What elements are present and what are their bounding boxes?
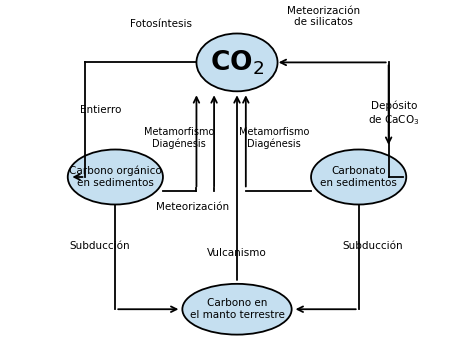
Text: Metamorfismo
Diagénesis: Metamorfismo Diagénesis — [144, 127, 214, 149]
Text: Entierro: Entierro — [80, 105, 121, 115]
Ellipse shape — [196, 34, 278, 91]
Ellipse shape — [182, 284, 292, 335]
Text: Meteorización
de silicatos: Meteorización de silicatos — [287, 6, 360, 27]
Text: Metamorfismo
Diagénesis: Metamorfismo Diagénesis — [239, 127, 309, 149]
Text: Carbono en
el manto terrestre: Carbono en el manto terrestre — [190, 298, 284, 320]
Ellipse shape — [68, 149, 163, 205]
Text: Subducción: Subducción — [342, 241, 403, 251]
Text: Depósito
de CaCO$_3$: Depósito de CaCO$_3$ — [368, 101, 419, 127]
Text: Meteorización: Meteorización — [156, 202, 229, 212]
Text: Vulcanismo: Vulcanismo — [207, 248, 267, 258]
Text: CO$_2$: CO$_2$ — [210, 48, 264, 77]
Text: Subducción: Subducción — [69, 241, 130, 251]
Text: Carbonato
en sedimentos: Carbonato en sedimentos — [320, 166, 397, 188]
Text: Fotosíntesis: Fotosíntesis — [130, 19, 192, 29]
Ellipse shape — [311, 149, 406, 205]
Text: Carbono orgánico
en sedimentos: Carbono orgánico en sedimentos — [69, 166, 162, 188]
